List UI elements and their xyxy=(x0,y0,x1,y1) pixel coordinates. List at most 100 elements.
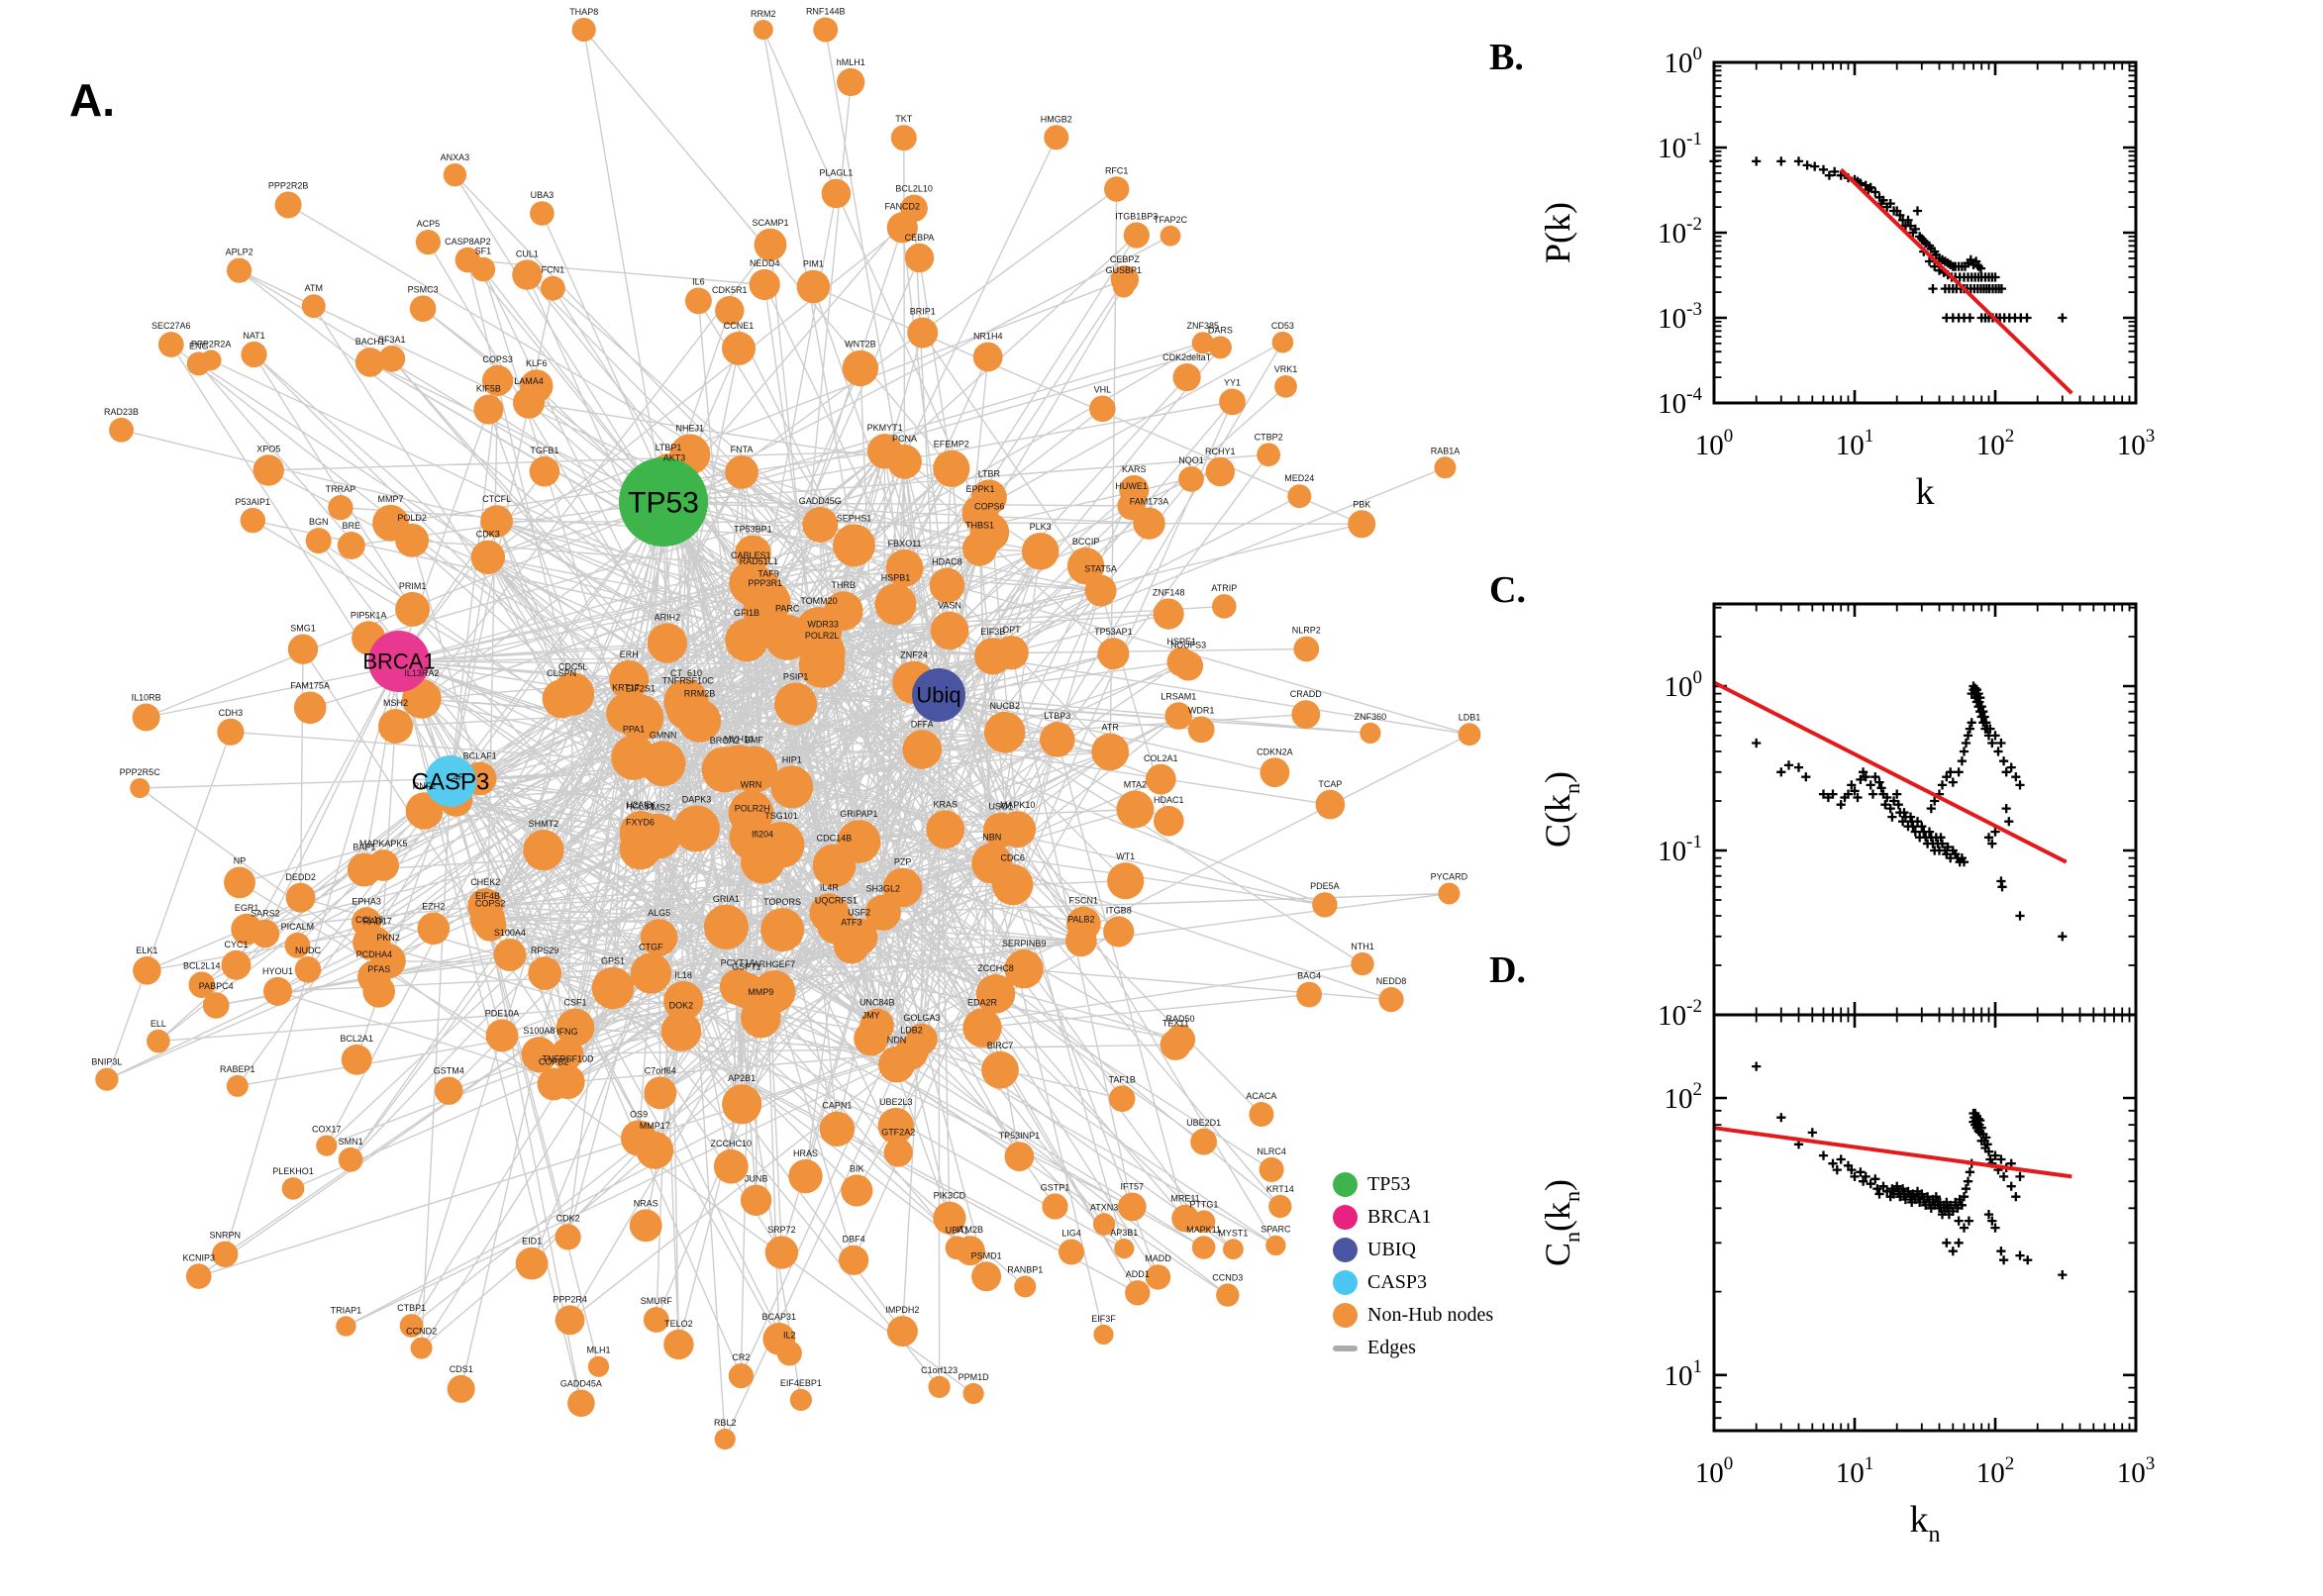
node-label: CYC1 xyxy=(224,940,248,949)
tick-label: 101 xyxy=(1836,426,1874,461)
network-node xyxy=(338,1147,363,1172)
network-node xyxy=(722,1084,762,1125)
network-node xyxy=(1296,981,1322,1008)
node-label: BRE xyxy=(343,521,361,531)
node-label: EIF4EBP1 xyxy=(780,1378,822,1388)
tick-label: 10-2 xyxy=(1658,214,1702,249)
network-node xyxy=(447,1374,475,1403)
node-label: FAM175A xyxy=(290,681,330,691)
tick-label: 10-3 xyxy=(1658,299,1702,335)
y-axis-label: P(k) xyxy=(1538,202,1577,263)
panel-b-plot: 100 10-1 10-2 10-3 10-4 100 101 102 103 P(k) k xyxy=(1538,44,2155,513)
node-label: CHEK2 xyxy=(470,877,500,887)
network-node xyxy=(1172,363,1201,392)
network-node xyxy=(1004,949,1044,989)
network-node xyxy=(1271,331,1294,353)
legend-label: TP53 xyxy=(1367,1173,1411,1195)
network-node xyxy=(240,507,265,534)
network-node xyxy=(725,455,758,489)
network-node xyxy=(1160,225,1181,247)
node-label: IMPDH2 xyxy=(885,1305,919,1315)
node-label: BACH1 xyxy=(355,337,385,347)
node-label: NDUFS3 xyxy=(1170,641,1206,650)
network-node xyxy=(1164,702,1192,730)
network-node xyxy=(611,735,656,780)
node-label: KIF5B xyxy=(476,384,501,394)
network-node xyxy=(735,535,771,572)
network-node xyxy=(221,949,252,980)
edge-icon xyxy=(1333,1345,1358,1351)
node-label: VRK1 xyxy=(1274,364,1298,374)
node-label: COX17 xyxy=(312,1125,342,1135)
node-label: ATF3 xyxy=(841,918,861,928)
network-node xyxy=(1260,757,1290,788)
node-label: NDN xyxy=(887,1036,907,1046)
legend-label: Edges xyxy=(1367,1337,1416,1358)
network-node xyxy=(241,341,267,368)
node-label: PIM1 xyxy=(803,259,824,269)
network-node xyxy=(555,1305,585,1336)
network-node xyxy=(227,257,252,283)
node-label: PLK3 xyxy=(1030,522,1052,532)
node-label: CT_610 xyxy=(670,668,702,678)
network-node xyxy=(885,549,924,587)
node-label: RFC1 xyxy=(1105,165,1129,175)
network-node xyxy=(760,908,805,952)
node-label: UNC84B xyxy=(859,998,895,1008)
node-label: SERPINB9 xyxy=(1002,939,1047,948)
node-label: TNFRSF10D xyxy=(542,1054,594,1064)
network-node xyxy=(1257,443,1280,467)
node-label: CUL1 xyxy=(516,249,539,258)
node-label: GUSBP1 xyxy=(1106,265,1143,275)
node-label: CASP8AP2 xyxy=(445,237,491,247)
network-node xyxy=(395,591,431,627)
network-node xyxy=(1116,790,1155,829)
node-label: CCNE1 xyxy=(724,321,755,331)
network-node xyxy=(620,1120,657,1156)
network-node xyxy=(316,1135,338,1156)
node-label: EFEMP2 xyxy=(934,440,969,449)
node-label: PPP2R2B xyxy=(268,181,309,191)
node-label: TGFB1 xyxy=(530,446,558,455)
network-node xyxy=(555,1224,581,1250)
network-node xyxy=(907,317,939,349)
node-label: CDC6 xyxy=(1000,853,1025,863)
node-label: NR1H4 xyxy=(973,332,1003,342)
network-node xyxy=(962,531,997,566)
node-label: VHL xyxy=(1094,385,1112,395)
node-label: MAPK10 xyxy=(1000,800,1036,810)
network-node xyxy=(798,642,846,688)
node-label: GFI1B xyxy=(734,608,759,618)
network-node xyxy=(877,1107,914,1145)
legend-item-nonhub: Non-Hub nodes xyxy=(1333,1299,1493,1332)
node-label: SF3A1 xyxy=(378,335,406,345)
network-node xyxy=(874,583,917,626)
node-label: ITGB1BP3 xyxy=(1115,212,1158,222)
network-node xyxy=(1219,388,1246,416)
node-label: HSPB1 xyxy=(881,572,911,582)
node-label: TRIAP1 xyxy=(331,1305,362,1315)
hub-node-brca1 xyxy=(368,631,430,692)
network-node xyxy=(728,790,774,837)
network-node xyxy=(1291,700,1321,729)
node-label: ITGB8 xyxy=(1106,905,1132,915)
node-label: EIF3F xyxy=(1091,1314,1116,1324)
node-label: RAB1A xyxy=(1431,446,1461,455)
node-label: EIF2S1 xyxy=(626,683,656,693)
node-label: VASN xyxy=(938,601,961,611)
hub-label-ubiq: Ubiq xyxy=(916,683,960,708)
node-label: POLR2H xyxy=(735,804,770,814)
node-label: CAPN1 xyxy=(822,1101,852,1111)
node-label: ALG5 xyxy=(648,908,670,918)
node-label: HYOU1 xyxy=(262,966,293,976)
hub-label-tp53: TP53 xyxy=(628,487,699,520)
network-node xyxy=(188,971,216,998)
node-label: TKT xyxy=(895,114,913,124)
network-node xyxy=(157,332,184,357)
network-node xyxy=(185,1263,212,1289)
network-node xyxy=(685,287,712,315)
node-label: ATR xyxy=(1102,723,1120,733)
network-node xyxy=(1014,1275,1037,1298)
network-node xyxy=(715,296,745,326)
network-node xyxy=(512,259,543,290)
